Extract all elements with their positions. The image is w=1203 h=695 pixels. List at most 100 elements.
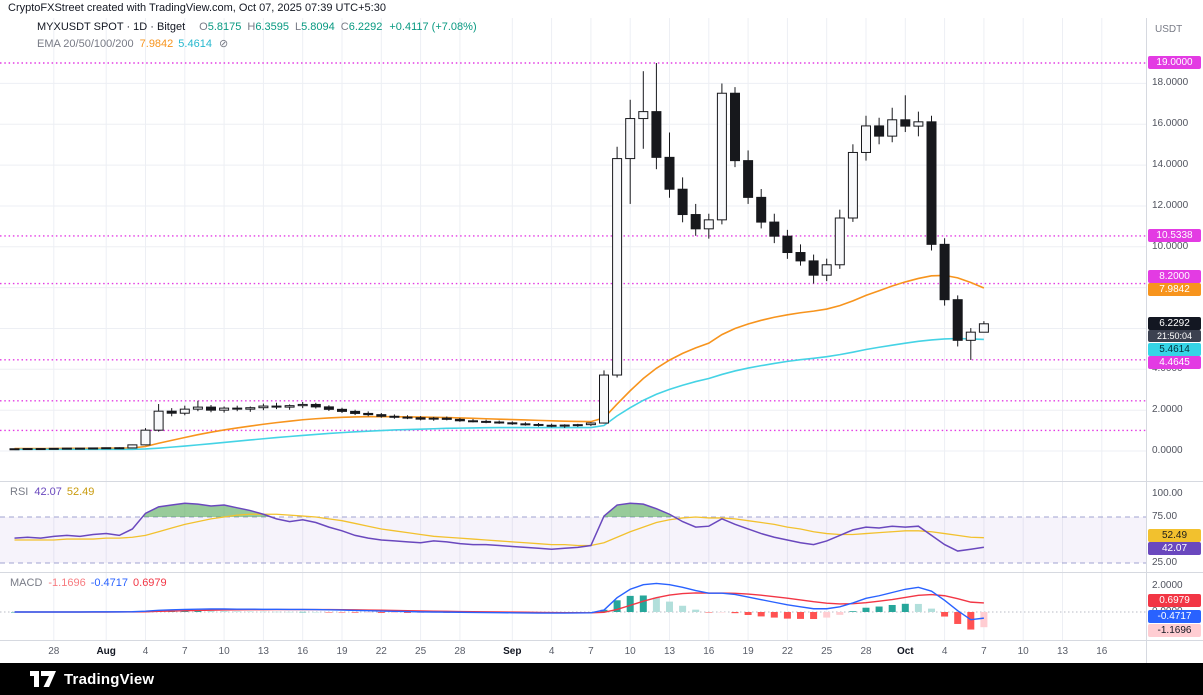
time-tick-label: 22 (375, 646, 387, 657)
candle-up (88, 447, 99, 450)
low-label: L (294, 21, 302, 33)
macd-label: MACD (10, 577, 43, 589)
macd-histogram-bar (914, 603, 922, 612)
candle-up (834, 217, 845, 266)
ema-legend: EMA 20/50/100/200 7.9842 5.4614 ⊘ (37, 37, 228, 50)
time-axis[interactable]: 28 Aug 4 7 10 13 16 19 22 25 28 Sep 4 7 10 13 16 19 22 25 28… (0, 641, 1146, 663)
macd-chart-svg[interactable] (0, 573, 1146, 640)
countdown-badge: 21:50:04 (1148, 329, 1201, 342)
candle-down (206, 406, 216, 411)
candle-up (887, 119, 898, 137)
axis-price-badge: 52.49 (1148, 528, 1201, 542)
time-tick-label: 19 (336, 646, 348, 657)
macd-histogram-bar (286, 611, 294, 613)
pane-separator[interactable] (0, 481, 1203, 482)
pane-separator[interactable] (0, 572, 1203, 573)
axis-tick-label: 12.0000 (1152, 200, 1189, 211)
rsi-chart-svg[interactable] (0, 482, 1146, 572)
candle-down (402, 416, 413, 419)
candle-down (952, 299, 963, 341)
macd-histogram-bar (967, 612, 975, 630)
candle-down (677, 188, 688, 216)
macd-histogram-bar (770, 612, 778, 618)
axis-tick-label: 25.00 (1152, 557, 1178, 568)
ema-line (14, 337, 984, 451)
time-tick-label: 22 (781, 646, 793, 657)
candle-up (625, 118, 636, 160)
candle-down (441, 417, 452, 420)
rsi-legend: RSI 42.07 52.49 (10, 486, 94, 498)
macd-histogram-bar (666, 601, 673, 612)
macd-histogram-bar (404, 612, 411, 613)
price-chart-svg[interactable] (0, 18, 1146, 481)
macd-histogram-bar (600, 609, 608, 612)
symbol-title[interactable]: MYXUSDT SPOT · 1D · Bitget (37, 21, 186, 33)
candle-down (782, 235, 793, 254)
time-tick-label: 16 (297, 646, 309, 657)
candle-up (179, 408, 190, 414)
price-scale-separator (1146, 18, 1147, 663)
macd-histogram-bar (351, 612, 359, 613)
macd-histogram-bar (849, 611, 857, 612)
time-tick-label: 25 (821, 646, 833, 657)
macd-histogram-bar (246, 611, 254, 612)
time-tick-label: 10 (1017, 646, 1029, 657)
candle-down (376, 414, 387, 417)
time-tick-label: Sep (503, 646, 522, 657)
axis-tick-label: 18.0000 (1152, 77, 1189, 89)
macd-histogram-bar (797, 612, 804, 619)
candle-up (913, 121, 924, 127)
rsi-axis[interactable]: 100.00 75.00 25.00 52.49 42.07 (1147, 482, 1203, 572)
tradingview-logo-icon[interactable] (30, 671, 56, 687)
macd-histogram-bar (626, 595, 634, 612)
ema-label: EMA 20/50/100/200 (37, 38, 134, 50)
axis-price-badge: 10.5338 (1148, 228, 1201, 242)
attribution-bar: CryptoFXStreet created with TradingView.… (0, 0, 1203, 18)
candle-up (219, 407, 230, 411)
macd-histogram-value: -1.1696 (48, 577, 86, 589)
macd-histogram-bar (901, 603, 909, 612)
macd-histogram-bar (194, 610, 202, 612)
candle-down (756, 196, 767, 223)
macd-histogram-bar (220, 611, 228, 612)
price-axis[interactable]: 18.0000 16.0000 14.0000 12.0000 10.0000 4.000… (1147, 18, 1203, 481)
macd-legend: MACD -1.1696 -0.4717 0.6979 (10, 577, 167, 589)
time-tick-label: 28 (48, 646, 60, 657)
macd-histogram-bar (928, 608, 935, 612)
candle-up (258, 405, 269, 409)
candle-up (703, 219, 714, 230)
axis-tick-label: 16.0000 (1152, 118, 1189, 130)
candle-down (481, 420, 492, 423)
candle-down (795, 252, 806, 262)
candle-down (310, 403, 321, 408)
macd-histogram-bar (338, 612, 346, 613)
time-tick-label: 13 (1056, 646, 1069, 657)
macd-histogram-bar (941, 612, 949, 617)
time-tick-label: 16 (703, 646, 715, 657)
macd-line (14, 582, 984, 621)
axis-tick-label: 0.0000 (1152, 445, 1183, 456)
candle-up (978, 323, 989, 333)
macd-histogram-bar (810, 612, 818, 620)
candle-up (612, 158, 623, 376)
candle-up (9, 448, 20, 451)
candle-up (716, 92, 727, 221)
candle-up (965, 331, 976, 341)
candle-up (599, 374, 609, 424)
candle-down (546, 424, 557, 427)
axis-price-badge: -1.1696 (1148, 624, 1201, 638)
macd-histogram-bar (233, 611, 241, 612)
visibility-icon[interactable]: ⊘ (218, 38, 229, 50)
candle-down (389, 415, 400, 418)
footer-bar: TradingView (0, 663, 1203, 695)
candle-up (245, 407, 256, 410)
time-tick-label: 28 (454, 646, 466, 657)
macd-histogram-bar (744, 612, 752, 615)
ema-value-orange: 7.9842 (139, 38, 174, 50)
candle-down (337, 408, 347, 412)
macd-histogram-bar (390, 612, 398, 613)
time-tick-label: Oct (896, 646, 914, 657)
macd-histogram-bar (325, 612, 333, 613)
